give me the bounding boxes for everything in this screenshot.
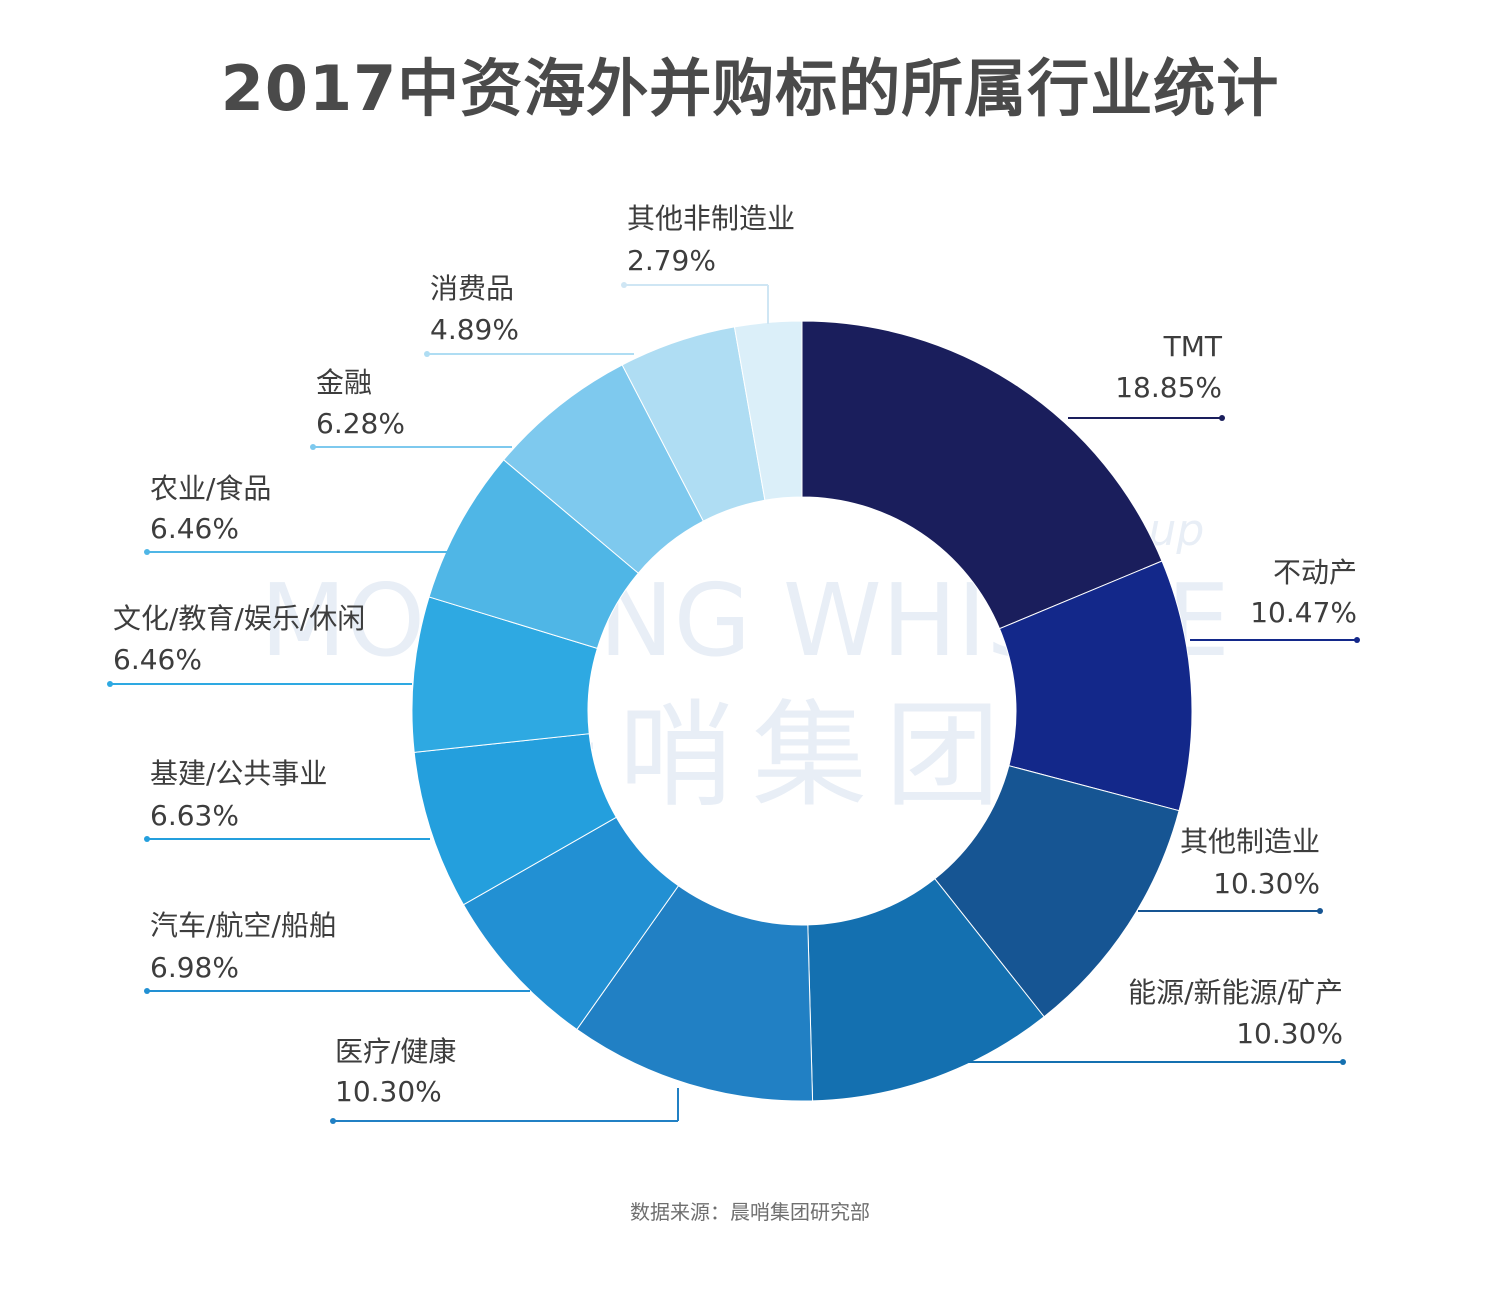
slice-label-4: 能源/新能源/矿产 xyxy=(1128,976,1343,1009)
pie-slice-1 xyxy=(801,320,1163,630)
leader-dot-3 xyxy=(1317,908,1323,914)
leader-dot-8 xyxy=(107,681,113,687)
leader-lines xyxy=(107,282,1360,1124)
slice-value-9: 6.46% xyxy=(150,512,239,545)
leader-dot-5 xyxy=(330,1118,336,1124)
slice-label-3: 其他制造业 xyxy=(1180,825,1320,858)
slice-label-8: 文化/教育/娱乐/休闲 xyxy=(113,602,365,635)
leader-dot-11 xyxy=(424,351,430,357)
slice-value-1: 18.85% xyxy=(1115,371,1222,404)
slice-label-6: 汽车/航空/船舶 xyxy=(150,909,337,942)
slice-label-11: 消费品 xyxy=(430,272,514,305)
chart-title: 2017中资海外并购标的所属行业统计 xyxy=(220,52,1280,125)
slice-value-3: 10.30% xyxy=(1213,867,1320,900)
slice-value-12: 2.79% xyxy=(627,244,716,277)
slice-label-7: 基建/公共事业 xyxy=(150,757,327,790)
leader-dot-2 xyxy=(1354,637,1360,643)
slice-label-1: TMT xyxy=(1163,330,1223,363)
slice-value-4: 10.30% xyxy=(1236,1017,1343,1050)
donut-slices xyxy=(411,320,1193,1102)
slice-label-2: 不动产 xyxy=(1273,556,1357,589)
slice-value-2: 10.47% xyxy=(1250,596,1357,629)
leader-dot-6 xyxy=(144,988,150,994)
leader-dot-9 xyxy=(144,549,150,555)
pie-slice-12 xyxy=(733,320,803,501)
slice-value-8: 6.46% xyxy=(113,643,202,676)
slice-value-5: 10.30% xyxy=(335,1075,442,1108)
leader-dot-7 xyxy=(144,836,150,842)
slice-label-12: 其他非制造业 xyxy=(627,202,795,235)
leader-dot-12 xyxy=(621,282,627,288)
leader-dot-4 xyxy=(1340,1059,1346,1065)
slice-label-9: 农业/食品 xyxy=(150,472,271,505)
leader-dot-1 xyxy=(1219,415,1225,421)
slice-labels: TMT 18.85% 不动产 10.47% 其他制造业 10.30% 能源/新能源/矿产 10… xyxy=(113,202,1357,1108)
slice-value-6: 6.98% xyxy=(150,951,239,984)
slice-value-11: 4.89% xyxy=(430,313,519,346)
leader-dot-10 xyxy=(310,444,316,450)
slice-value-7: 6.63% xyxy=(150,799,239,832)
slice-value-10: 6.28% xyxy=(316,407,405,440)
slice-label-10: 金融 xyxy=(316,366,372,399)
source-note: 数据来源：晨哨集团研究部 xyxy=(630,1200,870,1224)
slice-label-5: 医疗/健康 xyxy=(335,1035,456,1068)
